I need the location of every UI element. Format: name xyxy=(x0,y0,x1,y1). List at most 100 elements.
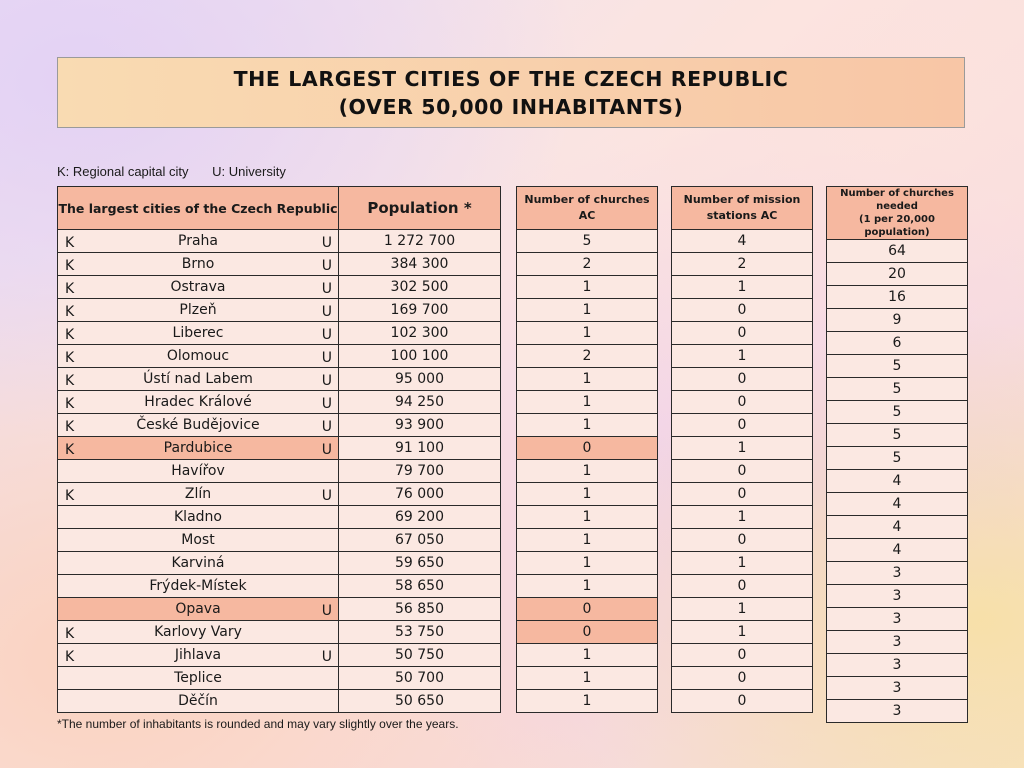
city-column-header: The largest cities of the Czech Republic xyxy=(57,186,339,230)
city-name: Kladno xyxy=(174,509,222,525)
population-cell: 100 100 xyxy=(338,344,501,368)
table-row: 1 xyxy=(516,459,658,483)
table-row: 4 xyxy=(826,469,968,493)
city-name: Frýdek-Místek xyxy=(149,578,247,594)
needed-cell: 5 xyxy=(826,354,968,378)
population-cell: 76 000 xyxy=(338,482,501,506)
missions-cell: 1 xyxy=(671,620,813,644)
city-name: Opava xyxy=(175,601,221,617)
university-marker: U xyxy=(321,603,332,619)
table-row: 64 xyxy=(826,239,968,263)
table-row: 5 xyxy=(826,446,968,470)
missions-cell: 1 xyxy=(671,597,813,621)
population-cell: 93 900 xyxy=(338,413,501,437)
population-cell: 384 300 xyxy=(338,252,501,276)
population-cell: 94 250 xyxy=(338,390,501,414)
table-row: 3 xyxy=(826,607,968,631)
city-cell: Most xyxy=(57,528,339,552)
needed-cell: 5 xyxy=(826,377,968,401)
needed-cell: 4 xyxy=(826,492,968,516)
table-row: 20 xyxy=(826,262,968,286)
needed-header-line-3: (1 per 20,000 population) xyxy=(859,214,935,238)
city-name: Ústí nad Labem xyxy=(143,371,253,387)
table-row: 1 xyxy=(516,298,658,322)
population-cell: 58 650 xyxy=(338,574,501,598)
university-marker: U xyxy=(321,350,332,366)
university-marker: U xyxy=(321,649,332,665)
city-name: Liberec xyxy=(172,325,224,341)
table-row: Kladno 69 200 xyxy=(57,505,501,529)
table-row: 0 xyxy=(671,367,813,391)
needed-cell: 3 xyxy=(826,607,968,631)
table-row: 1 xyxy=(671,275,813,299)
churches-cell: 1 xyxy=(516,528,658,552)
churches-column-header: Number of churches AC xyxy=(516,186,658,230)
table-row: 2 xyxy=(516,344,658,368)
missions-column-header: Number of mission stations AC xyxy=(671,186,813,230)
table-row: 3 xyxy=(826,630,968,654)
city-cell: K Brno U xyxy=(57,252,339,276)
city-cell: Kladno xyxy=(57,505,339,529)
needed-table: Number of churches needed (1 per 20,000 … xyxy=(826,186,968,723)
churches-cell: 1 xyxy=(516,459,658,483)
table-row: 4 xyxy=(671,229,813,253)
missions-cell: 0 xyxy=(671,367,813,391)
table-row: 1 xyxy=(516,367,658,391)
table-row: 1 xyxy=(516,505,658,529)
missions-cell: 2 xyxy=(671,252,813,276)
table-row: 1 xyxy=(671,436,813,460)
regional-capital-marker: K xyxy=(65,649,75,665)
table-row: 0 xyxy=(671,390,813,414)
table-row: 5 xyxy=(826,377,968,401)
university-marker: U xyxy=(321,258,332,274)
city-name: Most xyxy=(181,532,215,548)
missions-cell: 0 xyxy=(671,298,813,322)
churches-cell: 1 xyxy=(516,482,658,506)
churches-cell: 5 xyxy=(516,229,658,253)
table-row: 0 xyxy=(516,620,658,644)
table-row: K Hradec Králové U 94 250 xyxy=(57,390,501,414)
churches-cell: 0 xyxy=(516,597,658,621)
city-name: Pardubice xyxy=(163,440,233,456)
table-row: K Brno U 384 300 xyxy=(57,252,501,276)
city-name: Jihlava xyxy=(174,647,222,663)
footnote: *The number of inhabitants is rounded an… xyxy=(57,717,459,731)
missions-cell: 0 xyxy=(671,321,813,345)
university-marker: U xyxy=(321,373,332,389)
needed-cell: 3 xyxy=(826,676,968,700)
needed-cell: 3 xyxy=(826,653,968,677)
table-row: K Olomouc U 100 100 xyxy=(57,344,501,368)
city-name: Karlovy Vary xyxy=(154,624,242,640)
missions-cell: 1 xyxy=(671,551,813,575)
population-column-header: Population * xyxy=(338,186,501,230)
table-row: 0 xyxy=(671,321,813,345)
table-row: 1 xyxy=(671,505,813,529)
city-cell: K Karlovy Vary xyxy=(57,620,339,644)
needed-column-header: Number of churches needed (1 per 20,000 … xyxy=(826,186,968,240)
table-row: K Pardubice U 91 100 xyxy=(57,436,501,460)
needed-cell: 20 xyxy=(826,262,968,286)
population-cell: 102 300 xyxy=(338,321,501,345)
university-marker: U xyxy=(321,488,332,504)
needed-cell: 4 xyxy=(826,515,968,539)
table-row: 1 xyxy=(516,528,658,552)
legend: K: Regional capital city U: University xyxy=(57,164,286,179)
table-row: Karviná 59 650 xyxy=(57,551,501,575)
university-marker: U xyxy=(321,327,332,343)
table-row: 2 xyxy=(516,252,658,276)
cities-table: The largest cities of the Czech Republic… xyxy=(57,186,501,713)
missions-cell: 1 xyxy=(671,275,813,299)
population-cell: 169 700 xyxy=(338,298,501,322)
table-row: 3 xyxy=(826,653,968,677)
needed-cell: 3 xyxy=(826,699,968,723)
city-cell: Děčín xyxy=(57,689,339,713)
table-row: 1 xyxy=(516,643,658,667)
needed-cell: 4 xyxy=(826,538,968,562)
city-cell: K Ústí nad Labem U xyxy=(57,367,339,391)
city-name: Olomouc xyxy=(166,348,230,364)
city-cell: K Plzeň U xyxy=(57,298,339,322)
table-row: 1 xyxy=(516,390,658,414)
legend-regional-capital: K: Regional capital city xyxy=(57,164,189,179)
city-name: Praha xyxy=(178,233,218,249)
